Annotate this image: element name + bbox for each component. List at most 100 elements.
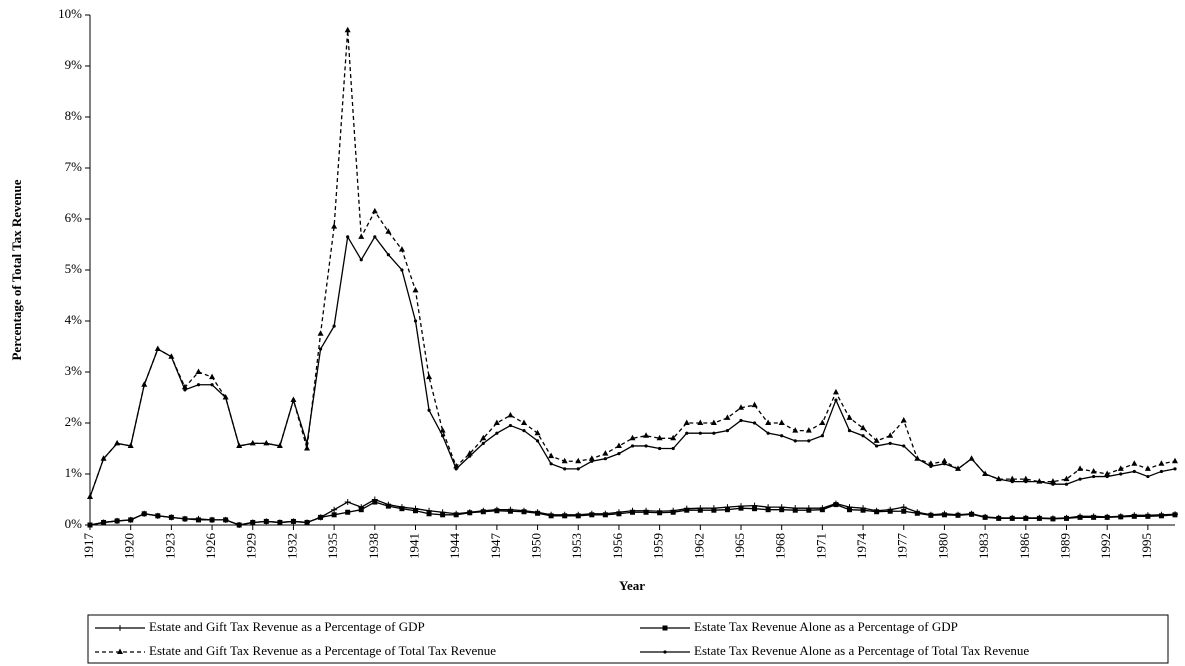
marker (778, 419, 785, 425)
x-tick-label: 1983 (976, 533, 991, 559)
marker (1092, 474, 1096, 479)
marker (277, 519, 283, 525)
marker (304, 445, 310, 451)
marker (562, 513, 568, 519)
marker (915, 457, 919, 461)
marker (290, 518, 296, 524)
x-tick-label: 1968 (773, 533, 788, 559)
marker (209, 517, 215, 523)
marker (427, 408, 431, 412)
marker (900, 416, 907, 423)
legend-marker (117, 625, 123, 631)
y-tick-label: 3% (65, 363, 83, 378)
marker (331, 512, 337, 518)
marker (548, 513, 554, 519)
marker (671, 446, 675, 451)
marker (331, 506, 338, 513)
marker (183, 388, 187, 392)
marker (385, 503, 391, 509)
x-tick-label: 1971 (813, 533, 828, 559)
marker (548, 452, 555, 459)
x-tick-label: 1941 (406, 533, 421, 559)
marker (983, 472, 987, 476)
marker (1131, 513, 1137, 519)
marker (168, 514, 174, 520)
x-tick-label: 1953 (569, 533, 584, 559)
marker (439, 427, 446, 433)
marker (589, 512, 595, 518)
y-tick-label: 2% (65, 414, 83, 429)
marker (426, 373, 433, 380)
marker (1077, 514, 1083, 520)
marker (927, 460, 934, 466)
marker (832, 388, 839, 395)
marker (1091, 514, 1097, 520)
marker (711, 507, 717, 513)
marker (685, 431, 689, 435)
marker (657, 510, 663, 516)
marker (792, 507, 798, 513)
marker (806, 507, 812, 513)
marker (1145, 513, 1151, 519)
marker (982, 514, 988, 520)
legend-box (87, 614, 1169, 664)
marker (602, 450, 609, 456)
marker (1077, 465, 1084, 471)
marker (1090, 467, 1097, 474)
marker (1158, 513, 1164, 519)
x-tick-label: 1992 (1098, 533, 1113, 559)
marker (1051, 482, 1055, 486)
marker (575, 457, 582, 464)
marker (535, 439, 540, 443)
marker (819, 507, 825, 513)
marker (792, 427, 799, 433)
marker (412, 286, 419, 293)
marker (996, 515, 1002, 521)
marker (644, 444, 648, 448)
marker (454, 467, 458, 471)
marker (278, 444, 282, 448)
x-tick-label: 1986 (1017, 533, 1032, 560)
marker (480, 434, 487, 441)
marker (332, 324, 336, 328)
marker (371, 207, 378, 214)
marker (223, 517, 229, 523)
marker (752, 506, 758, 512)
marker (344, 499, 351, 506)
marker (941, 457, 948, 464)
marker (263, 518, 269, 524)
marker (441, 434, 445, 438)
x-tick-label: 1950 (529, 533, 544, 559)
marker (780, 434, 784, 438)
series-line (89, 30, 1176, 498)
marker (1009, 475, 1016, 482)
marker (1022, 475, 1029, 482)
marker (942, 462, 947, 466)
marker (1172, 512, 1178, 518)
marker (114, 518, 120, 524)
marker (887, 432, 894, 438)
marker (210, 383, 214, 387)
y-tick-label: 1% (65, 465, 83, 480)
marker (372, 499, 378, 505)
marker (182, 516, 188, 522)
marker (358, 507, 364, 513)
marker (738, 404, 744, 410)
marker (101, 457, 106, 461)
marker (956, 467, 960, 471)
x-tick-label: 1920 (122, 533, 137, 559)
marker (1144, 465, 1151, 471)
marker (1118, 514, 1124, 520)
marker (576, 467, 580, 471)
marker (698, 431, 702, 435)
marker (1063, 475, 1070, 482)
marker (875, 444, 879, 448)
marker (630, 444, 635, 448)
marker (901, 508, 907, 514)
marker (929, 464, 933, 468)
marker (751, 401, 758, 408)
marker (969, 511, 975, 517)
marker (385, 228, 392, 234)
marker (250, 519, 256, 525)
